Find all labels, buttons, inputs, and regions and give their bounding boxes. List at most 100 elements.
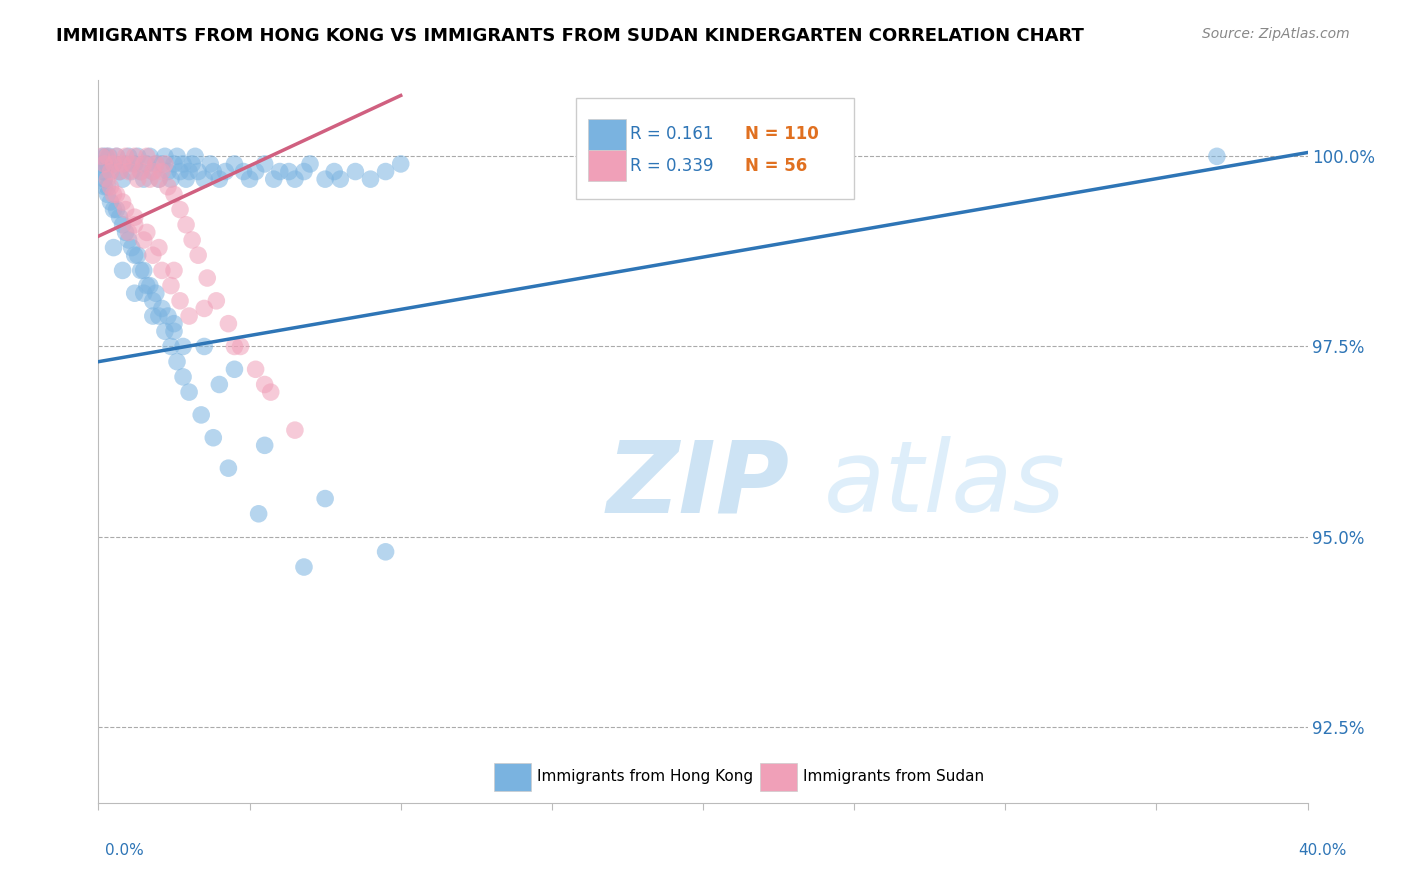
Point (179, 164, 201, 178)
Point (163, 263, 186, 277)
Point (121, 241, 143, 255)
Point (103, 157, 125, 171)
Point (124, 248, 146, 262)
Point (142, 309, 165, 323)
Point (193, 172, 215, 186)
Point (202, 164, 225, 178)
Point (124, 286, 146, 301)
Point (163, 324, 186, 338)
Point (193, 301, 215, 316)
Point (205, 293, 228, 308)
Point (179, 309, 201, 323)
Point (174, 218, 197, 232)
Point (132, 172, 155, 186)
Point (121, 164, 143, 178)
Point (292, 560, 315, 574)
Point (142, 164, 165, 178)
Point (135, 278, 157, 293)
Point (145, 157, 167, 171)
Point (148, 172, 170, 186)
Point (132, 233, 155, 247)
Point (118, 164, 141, 178)
Point (96, 149, 118, 163)
Point (153, 157, 176, 171)
Point (114, 202, 136, 217)
Point (108, 210, 131, 224)
Text: Immigrants from Sudan: Immigrants from Sudan (803, 769, 984, 784)
Point (344, 164, 367, 178)
Point (156, 179, 179, 194)
Point (93, 157, 115, 171)
Point (124, 210, 146, 224)
Point (145, 157, 167, 171)
Point (269, 164, 291, 178)
Point (94, 149, 117, 163)
Point (100, 164, 122, 178)
Point (202, 431, 225, 445)
Point (190, 408, 212, 422)
Text: 40.0%: 40.0% (1299, 843, 1347, 858)
Point (187, 164, 209, 178)
Point (200, 157, 222, 171)
Point (160, 172, 183, 186)
FancyBboxPatch shape (588, 119, 626, 151)
Point (224, 362, 246, 376)
Point (314, 172, 336, 186)
Point (329, 172, 352, 186)
Point (93, 172, 115, 186)
Point (166, 149, 188, 163)
Text: Immigrants from Hong Kong: Immigrants from Hong Kong (537, 769, 754, 784)
Point (181, 157, 204, 171)
Point (127, 172, 149, 186)
Point (118, 226, 141, 240)
Text: 0.0%: 0.0% (105, 843, 145, 858)
Point (111, 194, 134, 209)
Point (105, 187, 128, 202)
Point (118, 149, 141, 163)
FancyBboxPatch shape (576, 98, 855, 200)
Point (103, 187, 125, 202)
Point (111, 218, 134, 232)
Point (103, 157, 125, 171)
Point (127, 248, 149, 262)
Point (93, 179, 115, 194)
Point (135, 226, 157, 240)
Point (111, 263, 134, 277)
Point (174, 172, 197, 186)
Point (114, 149, 136, 163)
Point (98, 149, 121, 163)
Point (103, 202, 125, 217)
Point (90, 164, 112, 178)
Point (132, 157, 155, 171)
Text: ZIP: ZIP (606, 436, 789, 533)
Point (360, 172, 382, 186)
Point (299, 157, 322, 171)
Point (139, 278, 162, 293)
Point (253, 377, 276, 392)
Point (96, 179, 118, 194)
Point (91, 149, 114, 163)
Point (277, 164, 299, 178)
Point (111, 157, 134, 171)
Point (150, 301, 173, 316)
Point (108, 164, 131, 178)
Point (1206, 149, 1229, 163)
Point (90, 157, 112, 171)
Point (139, 149, 162, 163)
Point (260, 385, 283, 400)
Point (150, 263, 173, 277)
Point (229, 339, 252, 353)
Point (172, 370, 194, 384)
Point (253, 438, 276, 452)
Point (129, 164, 152, 178)
Point (156, 309, 179, 323)
Point (100, 164, 122, 178)
Point (139, 172, 162, 186)
Point (172, 339, 194, 353)
Point (187, 248, 209, 262)
Point (142, 293, 165, 308)
Point (118, 233, 141, 247)
Point (247, 507, 270, 521)
Point (153, 324, 176, 338)
Point (129, 164, 152, 178)
